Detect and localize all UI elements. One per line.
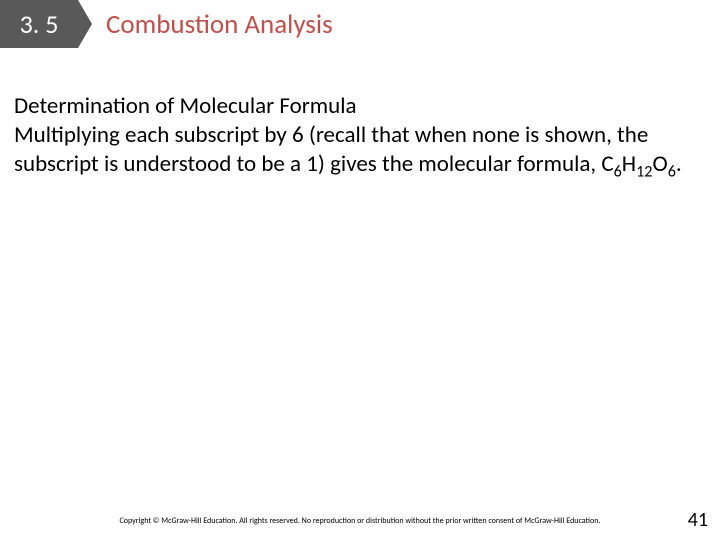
body-mid2: O <box>652 150 667 178</box>
section-number: 3. 5 <box>20 8 59 40</box>
body-suffix: . <box>676 150 682 178</box>
body-mid1: H <box>622 150 636 178</box>
copyright-text: Copyright © McGraw-Hill Education. All r… <box>0 516 720 526</box>
page-number: 41 <box>688 508 708 532</box>
tab-arrow-shape <box>78 0 92 48</box>
section-title: Combustion Analysis <box>92 0 333 48</box>
subscript-1: 6 <box>614 162 622 181</box>
slide-body: Determination of Molecular Formula Multi… <box>0 48 720 178</box>
subscript-3: 6 <box>668 162 676 181</box>
subscript-2: 12 <box>636 162 652 181</box>
section-number-box: 3. 5 <box>0 0 78 48</box>
body-paragraph: Multiplying each subscript by 6 (recall … <box>14 121 706 179</box>
body-prefix: Multiplying each subscript by 6 (recall … <box>14 121 648 178</box>
slide-header: 3. 5 Combustion Analysis <box>0 0 720 48</box>
subheading: Determination of Molecular Formula <box>14 92 706 121</box>
